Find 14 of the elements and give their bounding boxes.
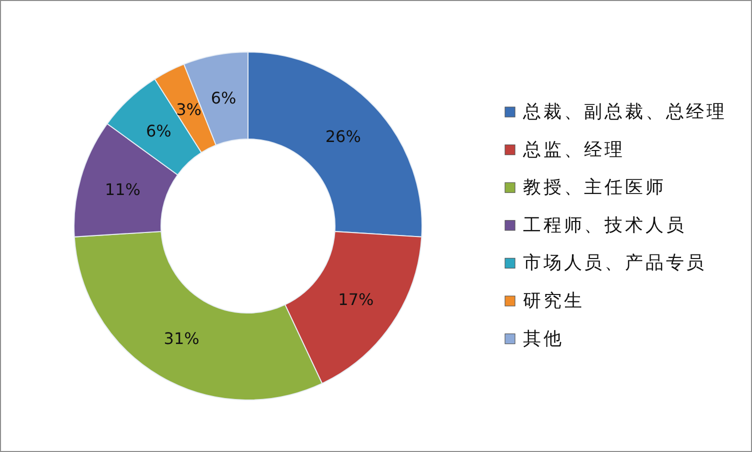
legend-label: 市场人员、产品专员 [523, 252, 707, 274]
legend-label: 总监、经理 [522, 139, 625, 160]
legend-label: 总裁、副总裁、总经理 [522, 102, 727, 122]
data-label: 6% [146, 121, 172, 140]
legend-label: 研究生 [523, 290, 584, 312]
legend-label: 工程师、技术人员 [523, 214, 686, 236]
data-label: 6% [210, 88, 236, 108]
data-label: 3% [176, 100, 202, 120]
data-label: 17% [338, 290, 374, 309]
legend-label: 教授、主任医师 [523, 177, 666, 198]
data-label: 26% [325, 127, 361, 146]
data-label: 11% [104, 180, 140, 200]
data-label: 31% [164, 328, 200, 348]
legend-label: 其他 [523, 328, 564, 350]
